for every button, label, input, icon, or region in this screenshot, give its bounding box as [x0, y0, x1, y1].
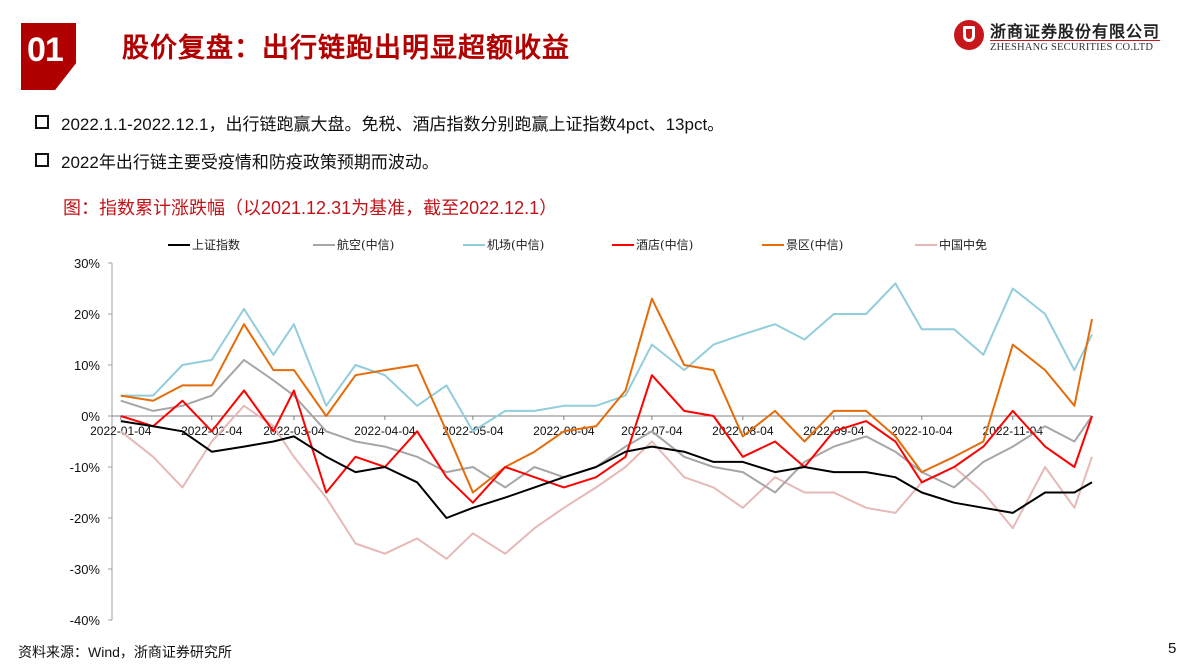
line-chart: 30% 20% 10% 0% -10% -20% -30% -40% 2022-01-04 202… — [70, 237, 1093, 628]
x-tick-label: 2022-01-04 — [90, 424, 152, 438]
x-tick-label: 2022-04-04 — [354, 424, 416, 438]
bullet-text: 2022年出行链主要受疫情和防疫政策预期而波动。 — [61, 153, 439, 172]
section-number-badge: 01 — [21, 23, 76, 90]
y-tick-label: 30% — [74, 256, 100, 271]
y-tick-label: 0% — [81, 409, 100, 424]
company-logo: 浙商证券股份有限公司 ZHESHANG SECURITIES CO.LTD — [950, 18, 1170, 58]
series-line-4 — [120, 297, 1093, 494]
y-tick-label: -10% — [70, 460, 101, 475]
logo-name-cn: 浙商证券股份有限公司 — [990, 24, 1161, 41]
y-tick-label: -30% — [70, 562, 101, 577]
legend-label: 航空(中信) — [337, 237, 394, 252]
x-tick-label: 2022-10-04 — [891, 424, 953, 438]
logo-divider — [990, 40, 1160, 41]
logo-name-en: ZHESHANG SECURITIES CO.LTD — [990, 42, 1154, 53]
legend-label: 景区(中信) — [786, 237, 843, 252]
series-line-0 — [120, 420, 1093, 519]
bullet-text: 2022.1.1-2022.12.1，出行链跑赢大盘。免税、酒店指数分别跑赢上证… — [61, 115, 725, 134]
y-tick-label: 20% — [74, 307, 100, 322]
zheshang-logo-icon — [954, 20, 984, 50]
legend-label: 机场(中信) — [487, 237, 544, 252]
section-number: 01 — [27, 31, 64, 69]
legend-label: 酒店(中信) — [636, 237, 693, 252]
square-bullet-icon — [35, 153, 49, 167]
figure-title: 图：指数累计涨跌幅（以2021.12.31为基准，截至2022.12.1） — [63, 198, 558, 218]
square-bullet-icon — [35, 115, 49, 129]
series-line-1 — [120, 358, 1093, 494]
series-line-2 — [120, 282, 1093, 433]
bullet-item: 2022年出行链主要受疫情和防疫政策预期而波动。 — [35, 148, 439, 173]
series-line-3 — [120, 374, 1093, 504]
y-tick-label: -40% — [70, 613, 101, 628]
legend-label: 中国中免 — [939, 237, 987, 252]
page-title: 股价复盘：出行链跑出明显超额收益 — [122, 33, 570, 63]
bullet-item: 2022.1.1-2022.12.1，出行链跑赢大盘。免税、酒店指数分别跑赢上证… — [35, 110, 724, 135]
data-source: 资料来源：Wind，浙商证券研究所 — [18, 644, 232, 660]
y-tick-label: -20% — [70, 511, 101, 526]
legend-label: 上证指数 — [192, 237, 240, 252]
page-number: 5 — [1168, 640, 1177, 657]
y-tick-label: 10% — [74, 358, 100, 373]
